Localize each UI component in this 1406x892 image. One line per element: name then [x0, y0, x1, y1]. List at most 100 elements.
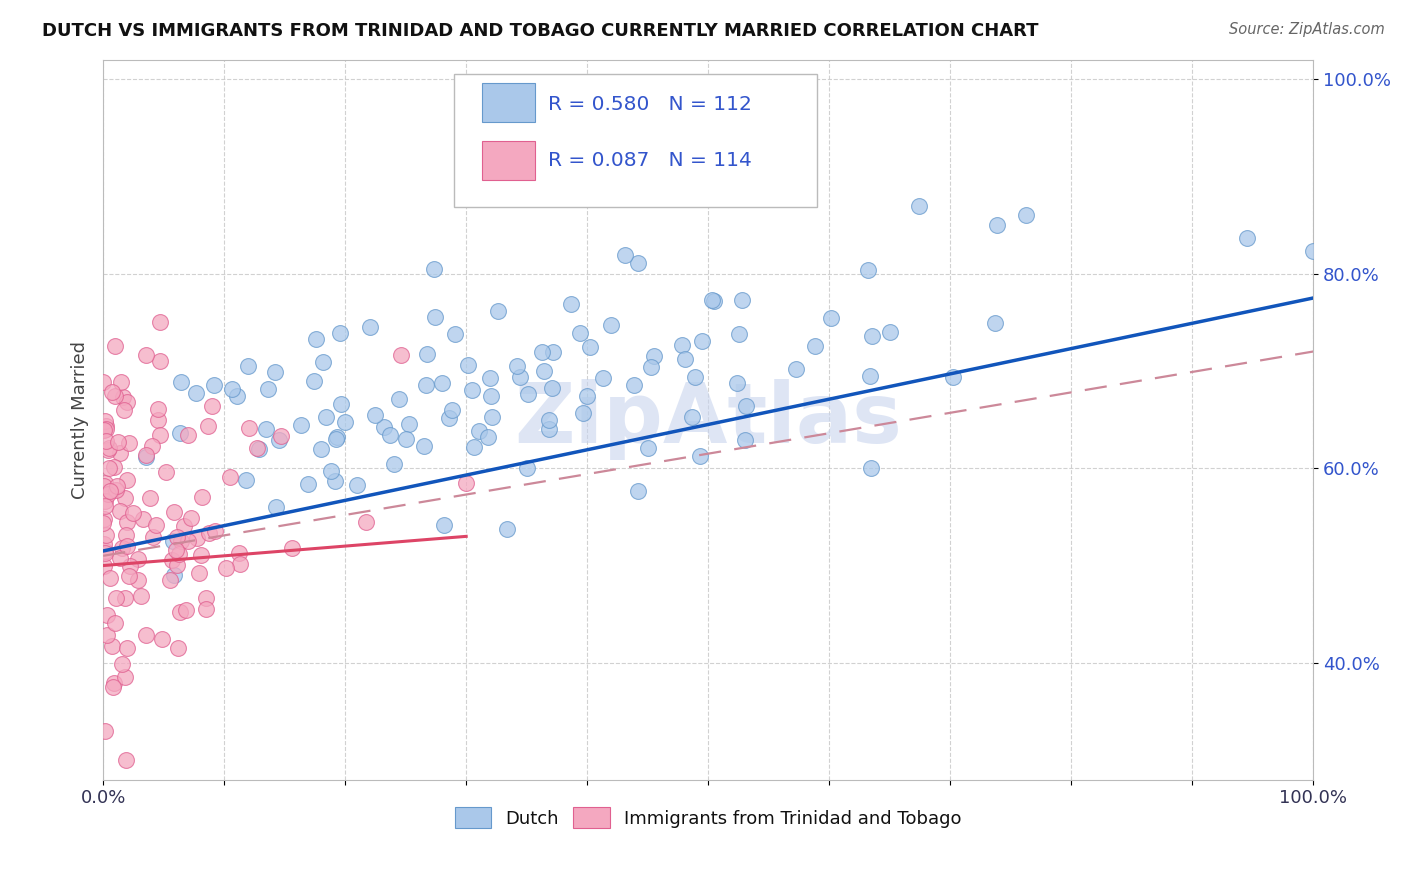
- Point: [115, 640, 138, 655]
- Point: [93, 500, 115, 514]
- Point: [150, 632, 173, 647]
- Point: [221, 382, 243, 396]
- Point: [533, 363, 555, 377]
- Point: [91, 375, 114, 389]
- Point: [702, 293, 724, 308]
- Point: [228, 558, 250, 572]
- Point: [1015, 209, 1038, 223]
- Point: [681, 409, 703, 424]
- Text: ZipAtlas: ZipAtlas: [515, 379, 903, 460]
- Point: [184, 386, 207, 401]
- Point: [820, 311, 842, 326]
- Point: [195, 591, 218, 605]
- Point: [495, 522, 517, 536]
- Point: [180, 510, 202, 524]
- Point: [486, 303, 509, 318]
- Point: [166, 558, 188, 572]
- Point: [725, 376, 748, 390]
- Point: [201, 399, 224, 413]
- Point: [623, 377, 645, 392]
- FancyBboxPatch shape: [482, 83, 536, 122]
- Point: [93, 423, 115, 437]
- Point: [613, 248, 636, 262]
- Point: [166, 530, 188, 544]
- Point: [228, 546, 250, 560]
- Point: [457, 358, 479, 372]
- Point: [643, 349, 665, 363]
- Point: [270, 429, 292, 443]
- Text: Source: ZipAtlas.com: Source: ZipAtlas.com: [1229, 22, 1385, 37]
- Point: [170, 534, 193, 549]
- Point: [97, 487, 120, 501]
- Point: [437, 410, 460, 425]
- Text: DUTCH VS IMMIGRANTS FROM TRINIDAD AND TOBAGO CURRENTLY MARRIED CORRELATION CHART: DUTCH VS IMMIGRANTS FROM TRINIDAD AND TO…: [42, 22, 1039, 40]
- Point: [108, 504, 131, 518]
- Point: [97, 443, 120, 458]
- Point: [389, 347, 412, 361]
- Point: [135, 450, 157, 464]
- Point: [115, 515, 138, 529]
- Point: [118, 435, 141, 450]
- Point: [388, 392, 411, 406]
- Point: [177, 534, 200, 549]
- Point: [149, 315, 172, 329]
- Point: [186, 531, 208, 545]
- Point: [359, 319, 381, 334]
- Point: [330, 397, 353, 411]
- Point: [592, 371, 614, 385]
- Point: [443, 327, 465, 342]
- Point: [149, 354, 172, 368]
- Point: [673, 351, 696, 366]
- Point: [302, 374, 325, 388]
- Text: R = 0.087   N = 114: R = 0.087 N = 114: [548, 151, 752, 169]
- Point: [735, 399, 758, 413]
- Point: [398, 417, 420, 431]
- Point: [110, 541, 132, 556]
- Point: [115, 539, 138, 553]
- Point: [323, 475, 346, 489]
- Point: [98, 441, 121, 455]
- Point: [531, 344, 554, 359]
- Point: [264, 500, 287, 514]
- Point: [267, 433, 290, 447]
- Point: [256, 382, 278, 396]
- Point: [312, 355, 335, 369]
- Point: [415, 377, 437, 392]
- Point: [572, 406, 595, 420]
- Point: [560, 297, 582, 311]
- Point: [702, 293, 724, 308]
- Point: [141, 439, 163, 453]
- Point: [118, 559, 141, 574]
- Point: [538, 422, 561, 436]
- Point: [204, 524, 226, 538]
- Point: [456, 475, 478, 490]
- Point: [516, 461, 538, 475]
- Legend: Dutch, Immigrants from Trinidad and Tobago: Dutch, Immigrants from Trinidad and Toba…: [447, 800, 969, 836]
- Point: [281, 541, 304, 555]
- Point: [94, 418, 117, 433]
- Point: [247, 442, 270, 456]
- Point: [101, 680, 124, 694]
- Point: [132, 511, 155, 525]
- Point: [149, 428, 172, 442]
- Point: [96, 628, 118, 642]
- Point: [103, 675, 125, 690]
- Point: [159, 573, 181, 587]
- Point: [135, 628, 157, 642]
- Point: [112, 402, 135, 417]
- Point: [264, 365, 287, 379]
- Point: [100, 639, 122, 653]
- Point: [908, 198, 931, 212]
- Point: [195, 602, 218, 616]
- Point: [290, 418, 312, 433]
- Point: [346, 478, 368, 492]
- Point: [416, 347, 439, 361]
- Point: [94, 546, 117, 560]
- Point: [93, 512, 115, 526]
- Point: [114, 528, 136, 542]
- Point: [297, 476, 319, 491]
- Point: [731, 293, 754, 307]
- Point: [104, 389, 127, 403]
- Point: [155, 465, 177, 479]
- Point: [163, 568, 186, 582]
